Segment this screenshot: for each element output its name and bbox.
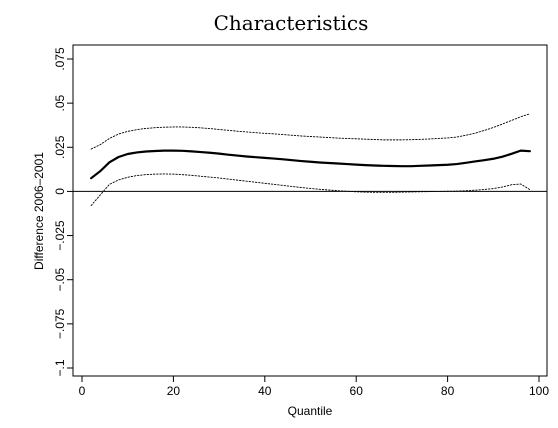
x-tick-label: 80 <box>441 384 455 398</box>
chart-title: Characteristics <box>214 11 369 35</box>
x-tick-label: 40 <box>258 384 272 398</box>
x-tick-label: 100 <box>529 384 549 398</box>
y-tick-label: .025 <box>53 135 67 159</box>
estimate-line <box>90 149 531 180</box>
y-tick-label: −.025 <box>53 220 67 251</box>
x-tick-label: 20 <box>167 384 181 398</box>
y-axis-label: Difference 2006–2001 <box>32 152 46 270</box>
x-tick-label: 0 <box>79 384 86 398</box>
y-tick-label: 0 <box>53 188 67 195</box>
y-tick-label: −.075 <box>53 308 67 339</box>
y-tick-label: −.1 <box>53 359 67 376</box>
x-axis-ticks: 0 20 40 60 80 100 <box>79 376 549 398</box>
y-tick-label: −.05 <box>53 268 67 292</box>
series-layer <box>90 113 531 206</box>
x-axis-label: Quantile <box>288 404 333 418</box>
plot-area <box>72 44 548 377</box>
x-tick-label: 60 <box>350 384 364 398</box>
y-axis-ticks: −.1 −.075 −.05 −.025 0 .025 .05 .075 <box>53 47 73 377</box>
y-tick-label: .075 <box>53 47 67 71</box>
lower-band-line <box>90 173 531 206</box>
upper-band-line <box>90 113 531 150</box>
y-tick-label: .05 <box>53 94 67 111</box>
